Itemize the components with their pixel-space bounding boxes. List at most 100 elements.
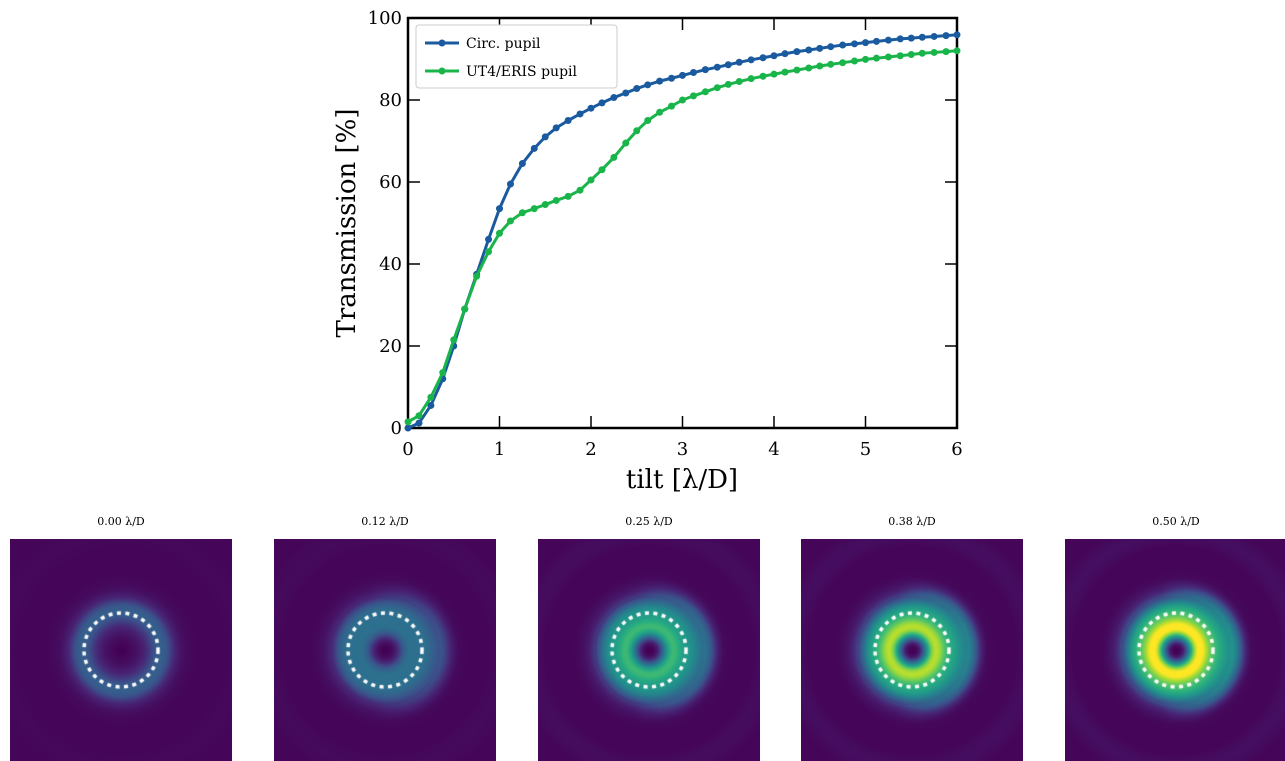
- series-point-0: [564, 117, 572, 124]
- series-point-0: [644, 81, 652, 89]
- series-point-0: [576, 110, 584, 118]
- series-point-1: [689, 92, 697, 100]
- series-point-0: [530, 144, 538, 152]
- y-tick-label: 20: [379, 336, 402, 357]
- x-tick-label: 4: [768, 439, 779, 460]
- series-point-1: [713, 84, 721, 92]
- y-tick-label: 80: [379, 90, 402, 111]
- legend: Circ. pupil UT4/ERIS pupil: [415, 24, 618, 89]
- series-point-1: [496, 229, 503, 237]
- series-point-0: [496, 205, 503, 213]
- x-tick-label: 3: [677, 439, 688, 460]
- series-point-1: [518, 209, 526, 217]
- series-point-0: [942, 32, 950, 40]
- series-point-1: [839, 59, 847, 67]
- legend-box: [415, 24, 618, 89]
- series-point-0: [701, 66, 709, 74]
- psf-panel-title: 0.25 λ/D: [625, 515, 673, 528]
- series-point-0: [872, 37, 880, 45]
- series-point-1: [404, 418, 412, 426]
- series-point-1: [564, 192, 572, 200]
- series-point-1: [485, 248, 493, 256]
- y-tick-label: 60: [379, 172, 402, 193]
- legend-label-eris: UT4/ERIS pupil: [466, 64, 578, 80]
- series-point-0: [610, 94, 618, 102]
- x-tick-label: 5: [860, 439, 871, 460]
- series-point-1: [884, 53, 892, 61]
- series-point-0: [805, 46, 813, 54]
- series-point-0: [735, 58, 743, 66]
- series-point-0: [896, 35, 904, 43]
- series-point-1: [862, 55, 869, 63]
- series-point-0: [851, 40, 859, 48]
- series-point-0: [518, 160, 526, 168]
- series-point-1: [656, 108, 664, 116]
- series-point-1: [439, 369, 447, 377]
- series-point-1: [735, 78, 743, 86]
- series-point-0: [770, 52, 778, 60]
- psf-image: [801, 539, 1023, 761]
- series-point-1: [896, 52, 904, 60]
- series-point-1: [473, 272, 481, 280]
- series-point-1: [930, 48, 938, 56]
- series-point-1: [701, 88, 709, 96]
- series-point-0: [816, 44, 824, 52]
- series-point-0: [598, 99, 606, 107]
- series-point-1: [587, 176, 595, 184]
- y-tick-label: 100: [368, 8, 402, 29]
- psf-image: [10, 539, 232, 761]
- series-point-0: [506, 180, 514, 188]
- series-point-0: [552, 124, 560, 132]
- series-point-1: [506, 217, 514, 225]
- series-point-0: [724, 61, 732, 69]
- series-point-1: [747, 75, 755, 83]
- series-point-0: [485, 235, 493, 243]
- series-point-0: [827, 43, 835, 51]
- series-point-0: [633, 85, 641, 93]
- series-point-1: [816, 62, 824, 70]
- series-point-1: [415, 412, 423, 420]
- series-point-1: [461, 305, 469, 313]
- series-point-0: [747, 56, 755, 64]
- series-point-0: [404, 424, 412, 432]
- series-point-1: [953, 47, 961, 55]
- series-point-0: [839, 41, 847, 49]
- series-point-0: [953, 31, 961, 39]
- series-point-1: [644, 117, 652, 124]
- psf-image: [274, 539, 496, 761]
- series-point-0: [918, 33, 926, 41]
- series-point-1: [759, 72, 767, 80]
- series-point-1: [598, 166, 606, 174]
- series-point-1: [872, 54, 880, 62]
- series-point-1: [541, 201, 549, 209]
- series-point-0: [415, 419, 423, 427]
- series-point-0: [679, 71, 686, 79]
- x-tick-label: 1: [494, 439, 505, 460]
- legend-marker-circ: [438, 39, 446, 47]
- series-point-1: [827, 60, 835, 68]
- series-point-0: [793, 48, 801, 56]
- series-point-0: [587, 104, 595, 112]
- psf-image: [1065, 539, 1285, 761]
- psf-panel-title: 0.12 λ/D: [361, 515, 409, 528]
- series-point-1: [851, 57, 859, 65]
- series-point-1: [907, 50, 915, 58]
- series-point-0: [862, 39, 869, 47]
- legend-label-circ: Circ. pupil: [466, 36, 541, 52]
- series-point-0: [781, 50, 789, 58]
- x-tick-label: 0: [402, 439, 413, 460]
- series-point-1: [770, 70, 778, 78]
- series-point-1: [610, 153, 618, 161]
- series-point-0: [427, 401, 435, 409]
- x-axis-label: tilt [λ/D]: [626, 465, 738, 495]
- legend-marker-eris: [438, 67, 446, 75]
- y-tick-label: 40: [379, 254, 402, 275]
- series-point-0: [689, 69, 697, 77]
- series-point-1: [781, 68, 789, 76]
- x-tick-label: 6: [951, 439, 962, 460]
- series-point-1: [450, 336, 458, 344]
- series-point-0: [541, 133, 549, 141]
- series-layer: [404, 31, 961, 432]
